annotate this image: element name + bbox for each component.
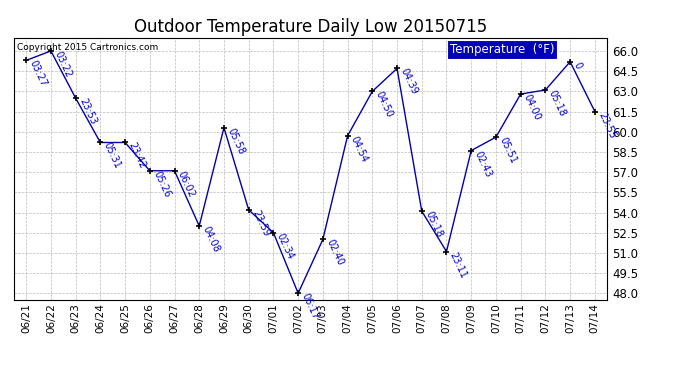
Text: 23:11: 23:11: [448, 250, 469, 280]
Text: 05:51: 05:51: [497, 136, 518, 165]
Text: 04:54: 04:54: [349, 134, 370, 164]
Text: 05:58: 05:58: [226, 126, 246, 156]
Text: 23:59: 23:59: [250, 209, 271, 238]
Text: 04:50: 04:50: [374, 90, 395, 120]
Text: 06:17: 06:17: [299, 292, 320, 321]
Text: 05:18: 05:18: [423, 210, 444, 239]
Text: 02:43: 02:43: [473, 149, 493, 178]
Text: 04:00: 04:00: [522, 93, 543, 122]
Text: 05:26: 05:26: [151, 170, 172, 199]
Text: 05:31: 05:31: [101, 141, 123, 171]
Text: 03:22: 03:22: [52, 50, 73, 79]
Text: 05:18: 05:18: [546, 88, 568, 118]
Text: 03:27: 03:27: [28, 59, 48, 88]
Text: Temperature  (°F): Temperature (°F): [450, 43, 555, 56]
Text: 23:53: 23:53: [77, 97, 98, 126]
Text: 23:42: 23:42: [126, 141, 148, 171]
Text: 04:08: 04:08: [201, 225, 221, 254]
Text: Copyright 2015 Cartronics.com: Copyright 2015 Cartronics.com: [17, 43, 158, 52]
Text: 06:02: 06:02: [176, 170, 197, 199]
Text: 23:55: 23:55: [596, 110, 617, 140]
Text: 02:40: 02:40: [324, 238, 345, 267]
Title: Outdoor Temperature Daily Low 20150715: Outdoor Temperature Daily Low 20150715: [134, 18, 487, 36]
Text: 02:34: 02:34: [275, 231, 295, 261]
Text: 04:39: 04:39: [398, 67, 420, 96]
Text: 0: 0: [571, 60, 583, 70]
